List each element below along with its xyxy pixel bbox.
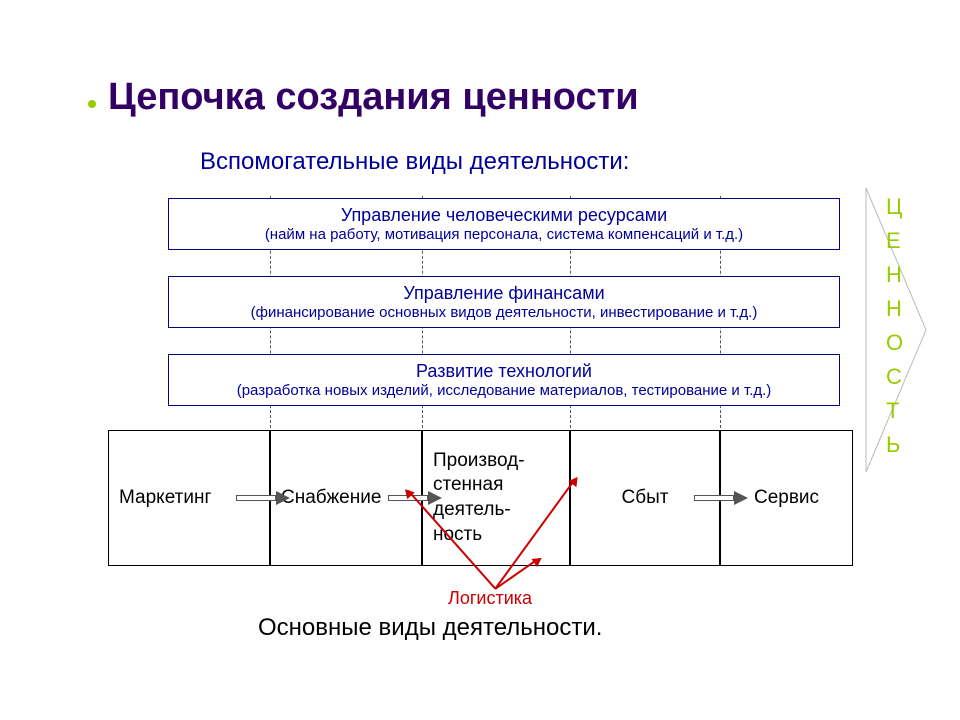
support-box-hr-desc: (найм на работу, мотивация персонала, си…	[265, 226, 743, 243]
value-letter-3: Н	[886, 296, 902, 322]
h-arrow-shaft	[694, 495, 734, 501]
value-letter-6: Т	[886, 398, 899, 424]
title-bullet	[88, 100, 96, 108]
slide-title: Цепочка создания ценности	[108, 76, 639, 119]
h-arrow-head	[428, 491, 442, 505]
support-box-finance-title: Управление финансами	[403, 283, 604, 304]
slide: Цепочка создания ценности Вспомогательны…	[0, 0, 960, 720]
support-box-hr-title: Управление человеческими ресурсами	[341, 205, 667, 226]
support-box-finance: Управление финансами (финансирование осн…	[168, 276, 840, 328]
support-box-tech-desc: (разработка новых изделий, исследование …	[237, 382, 772, 399]
value-letter-4: О	[886, 330, 903, 356]
primary-label-sales: Сбыт	[622, 487, 669, 509]
primary-label-marketing: Маркетинг	[119, 487, 211, 509]
support-box-tech: Развитие технологий (разработка новых из…	[168, 354, 840, 406]
h-arrow-head	[734, 491, 748, 505]
h-arrow-head	[276, 491, 290, 505]
caption-primary: Основные виды деятельности.	[258, 614, 602, 642]
value-letter-7: Ь	[886, 432, 900, 458]
support-box-tech-title: Развитие технологий	[416, 361, 592, 382]
value-letter-2: Н	[886, 262, 902, 288]
value-letter-5: С	[886, 364, 902, 390]
primary-label-supply: Снабжение	[281, 487, 381, 509]
h-arrow-0	[236, 488, 290, 508]
logistics-label: Логистика	[448, 588, 532, 609]
h-arrow-shaft	[236, 495, 276, 501]
h-arrow-2	[694, 488, 748, 508]
value-letter-0: Ц	[886, 194, 902, 220]
subtitle-support: Вспомогательные виды деятельности:	[200, 148, 629, 176]
support-box-hr: Управление человеческими ресурсами (найм…	[168, 198, 840, 250]
value-chevron	[856, 186, 956, 474]
value-letter-1: Е	[886, 228, 901, 254]
primary-label-service: Сервис	[754, 487, 819, 509]
primary-cell-production: Производ-стеннаядеятель-ность	[422, 430, 570, 566]
support-box-finance-desc: (финансирование основных видов деятельно…	[251, 304, 758, 321]
